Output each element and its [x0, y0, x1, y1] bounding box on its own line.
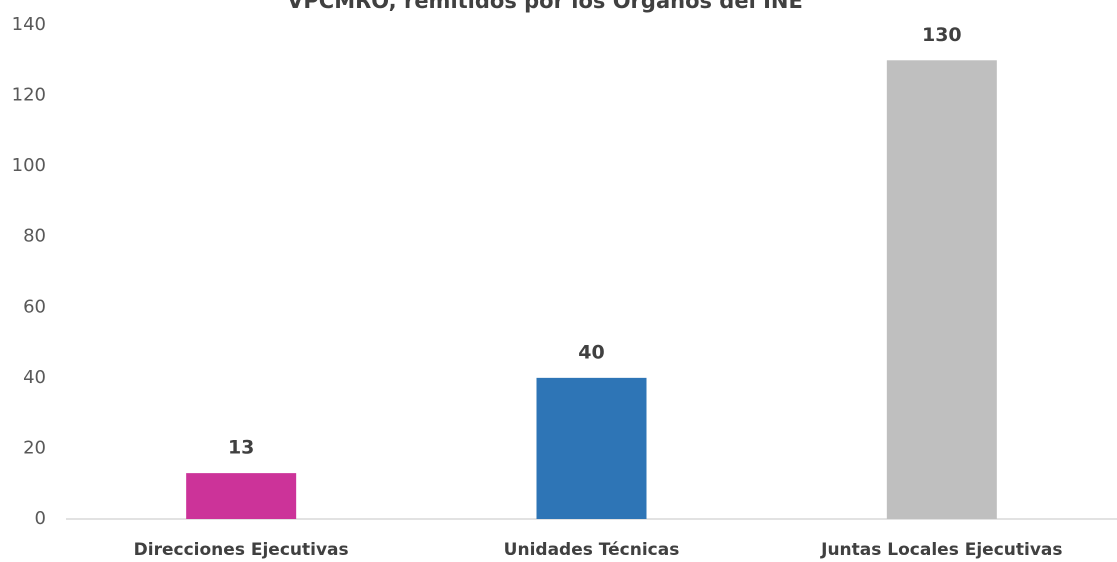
bar — [186, 473, 297, 519]
y-tick-label: 0 — [35, 508, 46, 529]
x-tick-label: Direcciones Ejecutivas — [134, 540, 349, 560]
y-tick-label: 20 — [23, 437, 46, 458]
y-tick-label: 60 — [23, 296, 46, 317]
y-tick-label: 80 — [23, 226, 46, 247]
chart-title: VPCMRO, remitidos por los Órganos del IN… — [287, 0, 803, 13]
x-tick-label: Unidades Técnicas — [504, 540, 680, 560]
y-tick-label: 140 — [12, 14, 46, 35]
bar — [886, 60, 997, 520]
x-tick-label: Juntas Locales Ejecutivas — [820, 540, 1062, 560]
value-label: 40 — [578, 341, 604, 363]
bar — [536, 377, 647, 519]
value-label: 13 — [228, 437, 254, 459]
y-tick-label: 120 — [12, 85, 46, 106]
value-label: 130 — [922, 24, 962, 46]
y-tick-label: 40 — [23, 367, 46, 388]
y-tick-label: 100 — [12, 155, 46, 176]
